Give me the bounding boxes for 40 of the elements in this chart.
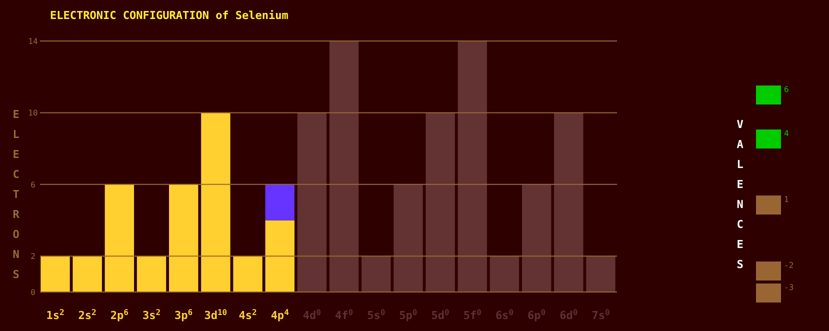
bar bbox=[522, 184, 552, 292]
bar bbox=[265, 184, 294, 220]
bar bbox=[136, 256, 166, 292]
y-tick-label: 6 bbox=[30, 180, 36, 190]
x-tick-label: 1s$^{2}$ bbox=[46, 308, 64, 322]
x-tick-label: 2s$^{2}$ bbox=[78, 308, 97, 322]
x-tick-label: 4p$^{4}$ bbox=[270, 308, 290, 322]
bar bbox=[329, 41, 359, 292]
y-tick-label: 14 bbox=[28, 37, 38, 46]
bar bbox=[72, 256, 102, 292]
bar bbox=[394, 184, 423, 292]
text: VALENCES bbox=[736, 118, 744, 271]
bar bbox=[169, 184, 198, 292]
data-label: -2 bbox=[784, 261, 794, 270]
y-tick-label: 2 bbox=[30, 252, 36, 262]
y-tick-label: 0 bbox=[30, 288, 36, 297]
x-tick-label: 3d$^{10}$ bbox=[204, 308, 228, 322]
y-tick-label: 10 bbox=[28, 108, 38, 118]
bar bbox=[297, 112, 327, 292]
bar bbox=[490, 256, 520, 292]
text: ELECTRONS bbox=[12, 108, 20, 281]
bar bbox=[104, 184, 134, 292]
data-label: 1 bbox=[784, 195, 789, 204]
bar bbox=[554, 112, 584, 292]
x-tick-label: 3p$^{6}$ bbox=[174, 308, 193, 322]
bar bbox=[265, 220, 294, 292]
bar bbox=[586, 256, 616, 292]
data-label: 6 bbox=[784, 85, 789, 94]
bar bbox=[458, 41, 487, 292]
data-label: -3 bbox=[784, 283, 794, 292]
x-tick-label: 3s$^{2}$ bbox=[142, 308, 161, 322]
bar bbox=[233, 256, 262, 292]
data-label: 4 bbox=[784, 129, 789, 138]
bar bbox=[201, 112, 230, 292]
x-tick-label: 2p$^{6}$ bbox=[110, 308, 129, 322]
x-tick-label: 4s$^{2}$ bbox=[238, 308, 257, 322]
chart-title: ELECTRONIC CONFIGURATION of Selenium bbox=[50, 9, 289, 22]
bar bbox=[40, 256, 70, 292]
bar bbox=[426, 112, 455, 292]
bar bbox=[362, 256, 391, 292]
